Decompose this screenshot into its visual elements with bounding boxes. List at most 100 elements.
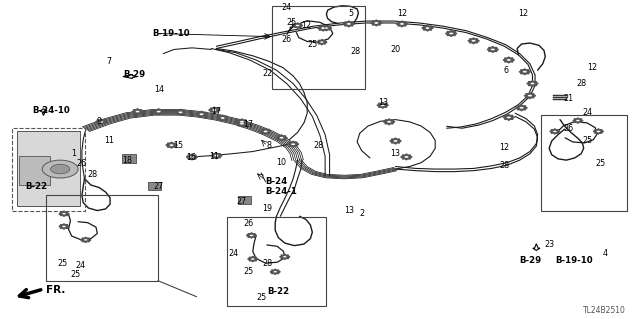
- Circle shape: [380, 104, 385, 107]
- Text: 12: 12: [518, 9, 529, 18]
- Polygon shape: [516, 105, 527, 111]
- Text: B-22: B-22: [268, 287, 290, 296]
- Circle shape: [99, 121, 104, 123]
- Text: 12: 12: [587, 63, 597, 72]
- Circle shape: [506, 116, 511, 119]
- Bar: [17, 131, 80, 206]
- Circle shape: [296, 25, 300, 26]
- Text: 24: 24: [228, 249, 239, 258]
- Polygon shape: [248, 256, 258, 262]
- Text: 6: 6: [503, 66, 508, 75]
- Polygon shape: [292, 23, 303, 28]
- Polygon shape: [59, 211, 69, 216]
- Polygon shape: [196, 111, 207, 117]
- Text: 13: 13: [390, 149, 401, 158]
- Circle shape: [189, 156, 195, 158]
- Polygon shape: [532, 244, 540, 250]
- Polygon shape: [390, 138, 401, 144]
- Circle shape: [291, 143, 296, 145]
- Circle shape: [519, 107, 524, 109]
- Text: 15: 15: [173, 141, 183, 150]
- Circle shape: [324, 27, 328, 29]
- Circle shape: [346, 23, 351, 25]
- Text: 26: 26: [243, 219, 253, 228]
- Bar: [148, 182, 161, 190]
- Bar: [46, 195, 158, 281]
- Polygon shape: [383, 119, 395, 125]
- Text: 26: 26: [563, 124, 573, 133]
- Polygon shape: [503, 57, 515, 63]
- Circle shape: [250, 234, 253, 236]
- Text: 1: 1: [71, 149, 76, 158]
- Circle shape: [214, 154, 219, 157]
- Polygon shape: [280, 254, 290, 259]
- Polygon shape: [40, 109, 47, 115]
- Text: 25: 25: [58, 259, 68, 268]
- Text: 25: 25: [70, 271, 81, 279]
- Text: 25: 25: [595, 159, 605, 168]
- Circle shape: [273, 271, 277, 273]
- Bar: [12, 128, 85, 211]
- Circle shape: [530, 82, 535, 85]
- Polygon shape: [377, 102, 388, 108]
- Polygon shape: [236, 119, 248, 125]
- Text: 17: 17: [243, 120, 253, 129]
- Text: 12: 12: [397, 9, 407, 18]
- Circle shape: [251, 258, 255, 260]
- Text: 28: 28: [350, 47, 360, 56]
- Circle shape: [596, 130, 600, 132]
- Polygon shape: [59, 224, 69, 229]
- Polygon shape: [527, 81, 538, 86]
- Text: 27: 27: [154, 182, 164, 191]
- Text: 10: 10: [276, 158, 287, 167]
- Text: B-29: B-29: [123, 70, 145, 78]
- Text: TL24B2510: TL24B2510: [583, 306, 626, 315]
- Text: 24: 24: [75, 261, 85, 270]
- Bar: [122, 154, 136, 163]
- Text: 24: 24: [582, 108, 593, 117]
- Text: 16: 16: [186, 153, 196, 162]
- Polygon shape: [132, 109, 143, 115]
- Text: B-24-1: B-24-1: [266, 187, 298, 196]
- Text: 11: 11: [104, 136, 114, 145]
- Circle shape: [393, 140, 398, 142]
- Text: 9: 9: [97, 117, 102, 126]
- Polygon shape: [573, 118, 583, 123]
- Polygon shape: [487, 47, 499, 52]
- Circle shape: [84, 239, 88, 241]
- Polygon shape: [593, 129, 604, 134]
- Circle shape: [321, 27, 326, 29]
- Circle shape: [506, 59, 511, 61]
- Circle shape: [212, 109, 217, 111]
- Text: 12: 12: [499, 143, 509, 152]
- Text: 5: 5: [348, 9, 353, 18]
- Text: 11: 11: [209, 152, 220, 161]
- Circle shape: [42, 160, 78, 178]
- Polygon shape: [519, 69, 531, 75]
- Circle shape: [527, 94, 532, 97]
- Circle shape: [239, 122, 244, 125]
- Text: FR.: FR.: [46, 285, 65, 295]
- Bar: [272, 6, 365, 89]
- Text: 7: 7: [106, 57, 111, 66]
- Polygon shape: [246, 233, 257, 238]
- Circle shape: [283, 256, 287, 258]
- Polygon shape: [396, 21, 408, 27]
- Text: 25: 25: [286, 18, 296, 27]
- Polygon shape: [209, 107, 220, 113]
- Polygon shape: [186, 154, 198, 160]
- Polygon shape: [211, 153, 222, 159]
- Polygon shape: [236, 121, 248, 127]
- Text: 25: 25: [307, 40, 317, 48]
- Circle shape: [471, 40, 476, 42]
- Text: 3: 3: [289, 21, 294, 30]
- Circle shape: [404, 156, 409, 158]
- Circle shape: [178, 111, 183, 114]
- Text: 2: 2: [359, 209, 364, 218]
- Polygon shape: [166, 142, 177, 148]
- Circle shape: [576, 120, 580, 122]
- Circle shape: [263, 130, 268, 133]
- Circle shape: [425, 27, 430, 29]
- Text: 24: 24: [282, 4, 292, 12]
- Polygon shape: [321, 26, 332, 31]
